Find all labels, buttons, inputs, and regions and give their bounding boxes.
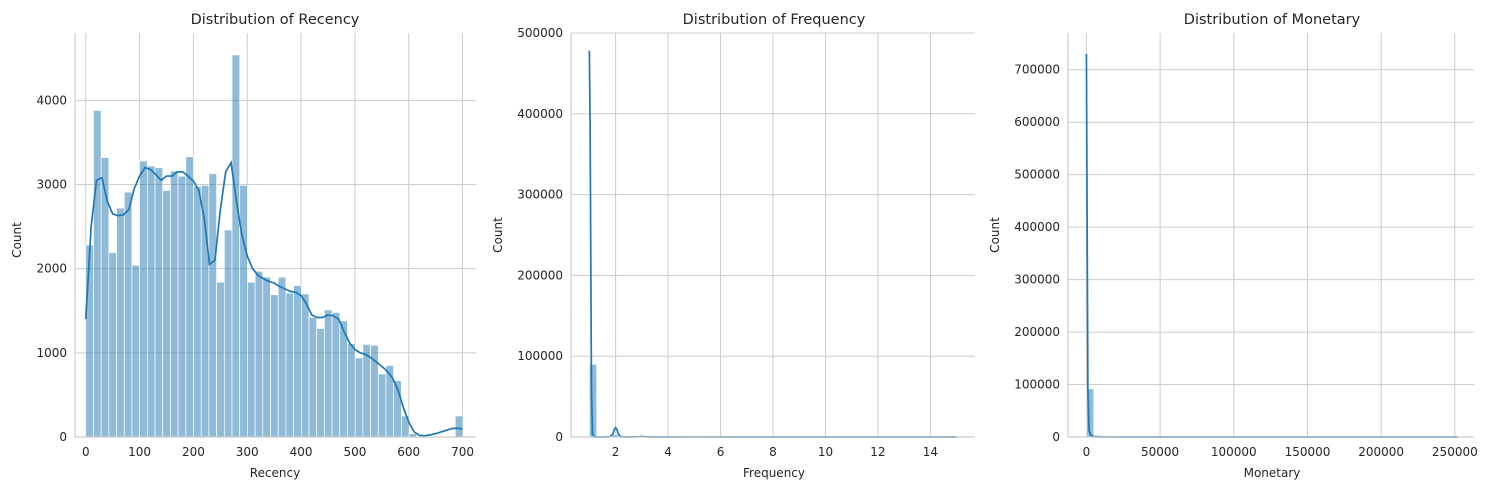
recency-y-tick-label: 3000 — [36, 178, 67, 192]
frequency-grid — [571, 33, 975, 437]
monetary-grid — [1068, 33, 1474, 437]
recency-histogram-bar — [86, 245, 94, 437]
recency-x-tick-label: 600 — [397, 445, 420, 459]
monetary-y-label: Count — [988, 217, 1002, 253]
frequency-x-tick-label: 4 — [664, 445, 672, 459]
recency-y-tick-label: 1000 — [36, 346, 67, 360]
monetary-x-label: Monetary — [1244, 466, 1301, 480]
monetary-y-tick-label: 400000 — [1014, 220, 1060, 234]
frequency-y-tick-label: 100000 — [517, 349, 563, 363]
recency-histogram-bar — [140, 161, 148, 437]
recency-histogram-bar — [317, 328, 325, 437]
frequency-y-tick-label: 500000 — [517, 26, 563, 40]
recency-histogram-bar — [109, 253, 117, 437]
frequency-x-label: Frequency — [743, 466, 805, 480]
recency-histogram-bar — [217, 282, 225, 437]
monetary-x-tick-label: 0 — [1083, 445, 1091, 459]
monetary-title: Distribution of Monetary — [1184, 12, 1361, 28]
recency-x-label: Recency — [250, 466, 300, 480]
recency-histogram-bar — [278, 277, 286, 437]
recency-histogram-bar — [363, 344, 371, 437]
recency-histogram-bar — [240, 185, 248, 437]
recency-histogram-bar — [163, 190, 171, 437]
frequency-y-label: Count — [491, 217, 505, 253]
recency-y-label: Count — [10, 222, 24, 258]
recency-x-tick-label: 200 — [182, 445, 205, 459]
recency-histogram-bar — [294, 286, 302, 438]
monetary-x-tick-label: 200000 — [1358, 445, 1404, 459]
recency-histogram-bar — [255, 271, 263, 437]
recency-y-tick-label: 0 — [59, 430, 67, 444]
recency-histogram-bar — [194, 186, 202, 437]
monetary-y-tick-label: 700000 — [1014, 63, 1060, 77]
recency-histogram-bar — [340, 321, 348, 437]
recency-histogram-bar — [247, 282, 255, 437]
recency-histogram-bar — [124, 192, 132, 437]
recency-histogram-bar — [286, 293, 294, 437]
frequency-x-tick-label: 12 — [870, 445, 885, 459]
recency-histogram-bar — [117, 208, 125, 437]
recency-histogram-bar — [209, 174, 217, 437]
recency-title: Distribution of Recency — [191, 12, 360, 28]
frequency-title: Distribution of Frequency — [683, 12, 866, 28]
recency-histogram-bar — [455, 416, 463, 437]
recency-y-tick-label: 2000 — [36, 262, 67, 276]
monetary-y-tick-label: 0 — [1052, 430, 1060, 444]
recency-histogram-bar — [301, 294, 309, 437]
recency-histogram-bar — [263, 277, 271, 437]
monetary-y-tick-label: 600000 — [1014, 115, 1060, 129]
panel-recency: Distribution of Recency Recency Count 0 1… — [10, 12, 476, 480]
recency-histogram-bar — [224, 230, 232, 437]
recency-y-tick-label: 4000 — [36, 93, 67, 107]
frequency-ticks: 0 100000 200000 300000 400000 500000 2 4 6 8 10 12 1… — [517, 26, 938, 459]
recency-histogram-bar — [155, 168, 163, 437]
frequency-x-tick-label: 10 — [818, 445, 833, 459]
monetary-x-tick-label: 150000 — [1285, 445, 1331, 459]
recency-histogram-bar — [232, 55, 240, 437]
monetary-kde — [1086, 54, 1457, 437]
recency-histogram-bar — [355, 358, 363, 437]
frequency-bars — [589, 364, 640, 437]
monetary-kde-line — [1086, 54, 1457, 437]
monetary-y-tick-label: 100000 — [1014, 378, 1060, 392]
frequency-y-tick-label: 200000 — [517, 268, 563, 282]
monetary-y-tick-label: 200000 — [1014, 325, 1060, 339]
recency-histogram-bar — [386, 365, 394, 437]
recency-histogram-bar — [132, 265, 140, 437]
recency-histogram-bar — [170, 171, 178, 437]
monetary-x-tick-label: 250000 — [1432, 445, 1478, 459]
panel-monetary: Distribution of Monetary Monetary Count … — [988, 12, 1478, 480]
monetary-spines — [1068, 33, 1474, 437]
recency-x-tick-label: 400 — [290, 445, 313, 459]
monetary-y-tick-label: 300000 — [1014, 273, 1060, 287]
frequency-x-tick-label: 2 — [612, 445, 620, 459]
recency-x-tick-label: 500 — [343, 445, 366, 459]
recency-bars — [86, 55, 463, 437]
recency-histogram-bar — [324, 310, 332, 437]
monetary-x-tick-label: 100000 — [1211, 445, 1257, 459]
frequency-y-tick-label: 400000 — [517, 107, 563, 121]
recency-histogram-bar — [309, 317, 317, 437]
recency-x-tick-label: 300 — [236, 445, 259, 459]
recency-histogram-bar — [178, 176, 186, 437]
recency-histogram-bar — [147, 166, 155, 437]
recency-x-tick-label: 0 — [82, 445, 90, 459]
recency-x-tick-label: 700 — [451, 445, 474, 459]
monetary-x-tick-label: 50000 — [1141, 445, 1179, 459]
monetary-y-tick-label: 500000 — [1014, 168, 1060, 182]
recency-histogram-bar — [93, 110, 101, 437]
recency-histogram-bar — [347, 344, 355, 437]
frequency-y-tick-label: 0 — [555, 430, 563, 444]
recency-histogram-bar — [378, 374, 386, 437]
frequency-y-tick-label: 300000 — [517, 188, 563, 202]
recency-histogram-bar — [186, 157, 194, 437]
frequency-x-tick-label: 8 — [769, 445, 777, 459]
frequency-x-tick-label: 14 — [923, 445, 938, 459]
frequency-x-tick-label: 6 — [717, 445, 725, 459]
recency-histogram-bar — [332, 312, 340, 437]
panel-frequency: Distribution of Frequency Frequency Coun… — [491, 12, 975, 480]
recency-x-tick-label: 100 — [128, 445, 151, 459]
recency-histogram-bar — [270, 295, 278, 437]
